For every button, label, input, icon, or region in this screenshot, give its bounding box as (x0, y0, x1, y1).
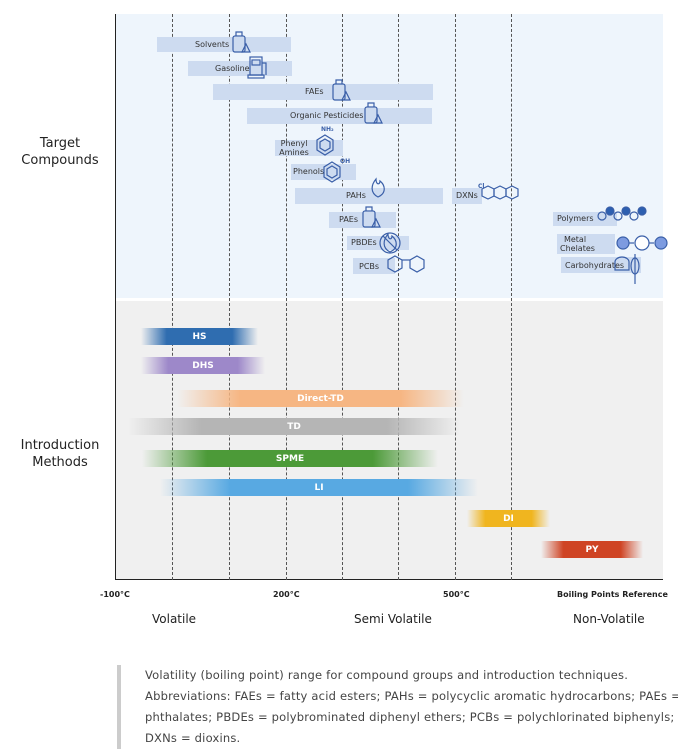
tick-500: 500°C (443, 590, 470, 599)
compound-range-bar (275, 140, 343, 156)
method-label: DI (503, 513, 514, 524)
compound-label: Polymers (557, 214, 594, 223)
compound-label: PAEs (339, 215, 359, 224)
structure-substituent-label: Cl (478, 183, 485, 190)
compound-range-bar (295, 188, 443, 204)
bread-wheat-icon (614, 254, 640, 284)
polymer-chain-icon (597, 206, 647, 221)
figure-caption: Volatility (boiling point) range for com… (117, 665, 678, 749)
gridline (229, 14, 230, 580)
compound-label: Carbohydrates (565, 261, 625, 270)
oil-can-icon (332, 79, 351, 101)
compound-label: PBDEs (351, 238, 377, 247)
compound-label: Phenols (293, 167, 325, 176)
tick-200: 200°C (273, 590, 300, 599)
fuel-pump-icon (247, 56, 267, 79)
category-semi-volatile: Semi Volatile (354, 612, 432, 626)
method-range-bar: DHS (141, 357, 265, 374)
no-fire-icon (379, 232, 401, 254)
compound-label: Organic Pesticides (290, 111, 364, 120)
compound-range-bar (247, 108, 432, 124)
category-volatile: Volatile (152, 612, 197, 626)
compound-label: Metal Chelates (560, 235, 595, 253)
method-range-bar: PY (541, 541, 643, 558)
compound-range-bar (553, 212, 617, 226)
compound-label: FAEs (305, 87, 324, 96)
biphenyl-structure-icon (387, 255, 425, 273)
structure-substituent-label: OH (340, 158, 351, 165)
compound-range-bar (157, 37, 291, 52)
compound-range-bar (452, 188, 482, 204)
compound-label: Solvents (195, 40, 230, 49)
method-label: PY (585, 544, 599, 555)
method-range-bar: HS (141, 328, 258, 345)
compound-range-bar (561, 257, 641, 273)
gridline (398, 14, 399, 580)
chelate-icon (616, 235, 668, 251)
method-range-bar: DI (467, 510, 550, 527)
compound-range-bar (213, 84, 433, 100)
spray-bottle-icon (364, 102, 383, 124)
compound-label: Phenyl Amines (279, 139, 309, 157)
flask-bottle-icon (232, 31, 251, 53)
compound-label: Gasoline (215, 64, 250, 73)
method-label: LI (314, 482, 324, 493)
phenol-structure-icon (323, 161, 341, 183)
method-range-bar: Direct-TD (177, 390, 464, 407)
dioxin-structure-icon (481, 185, 519, 200)
section-label-methods: Introduction Methods (20, 438, 100, 470)
method-range-bar: TD (128, 418, 460, 435)
tick-minus100: -100°C (100, 590, 130, 599)
plastic-bottles-icon (362, 206, 381, 228)
gridline (172, 14, 173, 580)
compound-range-bar (557, 234, 615, 254)
gridline (286, 14, 287, 580)
gridline (342, 14, 343, 580)
category-non-volatile: Non-Volatile (573, 612, 645, 626)
axis-reference-label: Boiling Points Reference (557, 590, 668, 599)
method-range-bar: SPME (142, 450, 438, 467)
compound-range-bar (353, 258, 395, 274)
method-label: Direct-TD (297, 393, 344, 404)
method-label: HS (192, 331, 207, 342)
method-label: TD (287, 421, 301, 432)
method-range-bar: LI (160, 479, 478, 496)
gridline (511, 14, 512, 580)
section-label-target: Target Compounds (21, 136, 99, 168)
compound-label: PAHs (346, 191, 366, 200)
structure-substituent-label: NH₂ (321, 126, 334, 133)
compound-label: PCBs (359, 262, 380, 271)
compound-label: DXNs (456, 191, 478, 200)
method-label: SPME (275, 453, 305, 464)
aniline-structure-icon (316, 134, 334, 156)
gridline (455, 14, 456, 580)
flame-icon (371, 177, 385, 198)
method-label: DHS (192, 360, 214, 371)
